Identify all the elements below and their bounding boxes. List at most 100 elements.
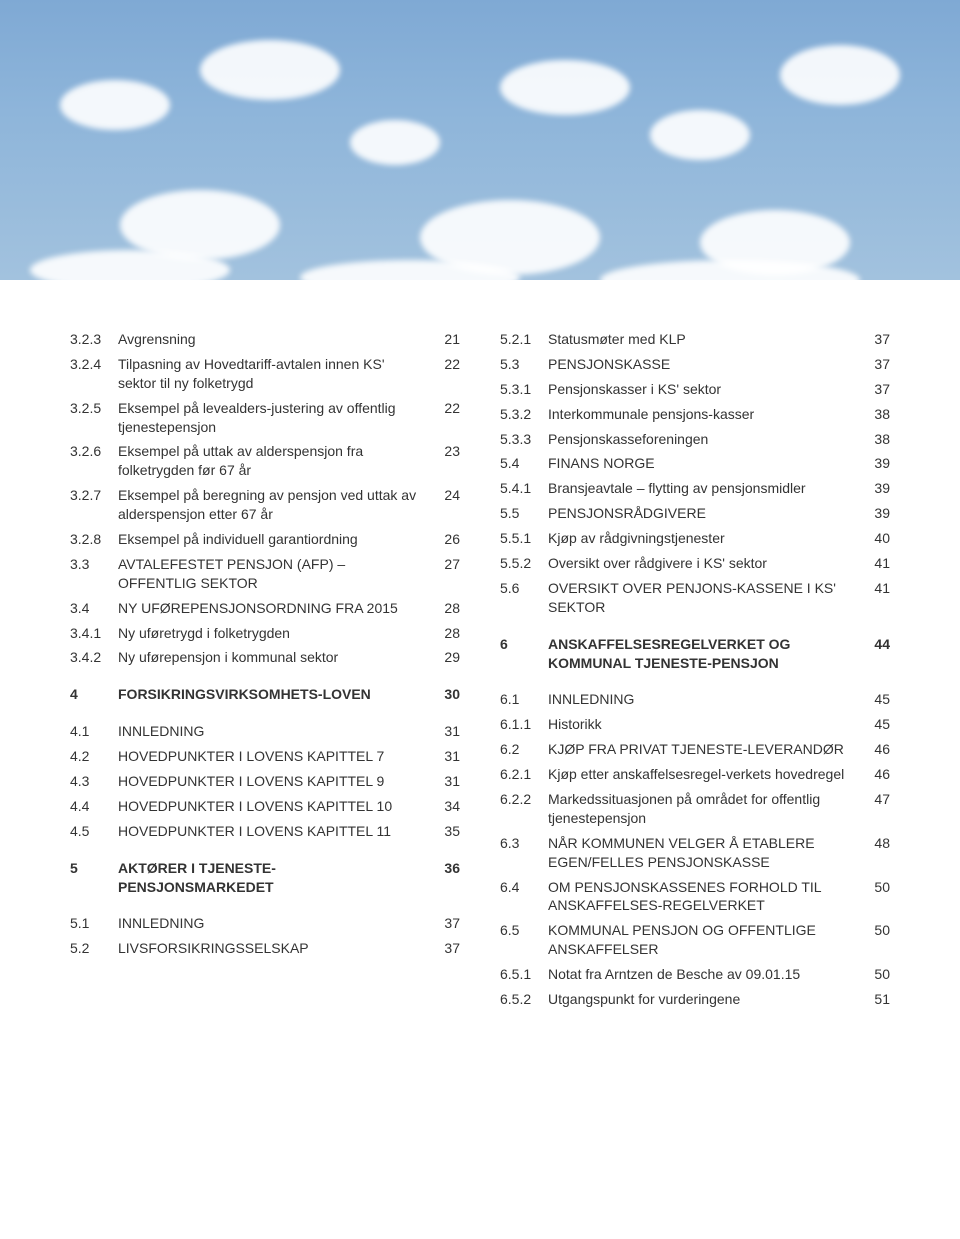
toc-label: PENSJONSRÅDGIVERE [548, 504, 862, 523]
toc-row: 6.5.1Notat fra Arntzen de Besche av 09.0… [500, 965, 890, 984]
toc-label: Markedssituasjonen på området for offent… [548, 790, 862, 828]
cloud [780, 45, 900, 105]
toc-label: Eksempel på uttak av alderspensjon fra f… [118, 442, 432, 480]
toc-number: 4.5 [70, 822, 118, 841]
toc-page: 34 [432, 797, 460, 816]
toc-page: 39 [862, 454, 890, 473]
toc-page: 44 [862, 635, 890, 654]
toc-number: 6.5.2 [500, 990, 548, 1009]
toc-number: 3.2.8 [70, 530, 118, 549]
toc-page: 50 [862, 965, 890, 984]
toc-number: 3.2.3 [70, 330, 118, 349]
toc-number: 6.2 [500, 740, 548, 759]
toc-spacer [70, 902, 460, 914]
toc-row: 5.4FINANS NORGE39 [500, 454, 890, 473]
toc-row: 5.5PENSJONSRÅDGIVERE39 [500, 504, 890, 523]
toc-page: 45 [862, 715, 890, 734]
toc-number: 6.2.1 [500, 765, 548, 784]
toc-row: 4FORSIKRINGSVIRKSOMHETS-LOVEN30 [70, 685, 460, 704]
toc-number: 4.4 [70, 797, 118, 816]
toc-row: 4.2HOVEDPUNKTER I LOVENS KAPITTEL 731 [70, 747, 460, 766]
toc-page: 51 [862, 990, 890, 1009]
toc-label: HOVEDPUNKTER I LOVENS KAPITTEL 10 [118, 797, 432, 816]
toc-row: 5.3.1Pensjonskasser i KS' sektor37 [500, 380, 890, 399]
toc-row: 5.4.1Bransjeavtale – flytting av pensjon… [500, 479, 890, 498]
toc-page: 39 [862, 479, 890, 498]
toc-row: 4.4HOVEDPUNKTER I LOVENS KAPITTEL 1034 [70, 797, 460, 816]
toc-label: Bransjeavtale – flytting av pensjonsmidl… [548, 479, 862, 498]
toc-page: 31 [432, 722, 460, 741]
toc-number: 3.2.5 [70, 399, 118, 418]
toc-row: 3.4.1Ny uføretrygd i folketrygden28 [70, 624, 460, 643]
toc-number: 6 [500, 635, 548, 654]
toc-row: 3.2.3Avgrensning21 [70, 330, 460, 349]
cloud [650, 110, 750, 160]
toc-number: 6.1.1 [500, 715, 548, 734]
toc-label: INNLEDNING [548, 690, 862, 709]
toc-spacer [500, 678, 890, 690]
toc-label: Ny uføretrygd i folketrygden [118, 624, 432, 643]
toc-label: PENSJONSKASSE [548, 355, 862, 374]
toc-number: 5.3.1 [500, 380, 548, 399]
toc-row: 3.2.6Eksempel på uttak av alderspensjon … [70, 442, 460, 480]
toc-number: 5.4 [500, 454, 548, 473]
header-sky-image [0, 0, 960, 280]
toc-row: 3.4.2Ny uførepensjon i kommunal sektor29 [70, 648, 460, 667]
toc-content: 3.2.3Avgrensning213.2.4Tilpasning av Hov… [0, 280, 960, 1055]
toc-page: 28 [432, 624, 460, 643]
toc-number: 5.4.1 [500, 479, 548, 498]
toc-page: 21 [432, 330, 460, 349]
toc-label: Utgangspunkt for vurderingene [548, 990, 862, 1009]
toc-label: Statusmøter med KLP [548, 330, 862, 349]
cloud [200, 40, 340, 100]
toc-number: 5.1 [70, 914, 118, 933]
toc-number: 5.6 [500, 579, 548, 598]
toc-label: KOMMUNAL PENSJON OG OFFENTLIGE ANSKAFFEL… [548, 921, 862, 959]
toc-number: 4.3 [70, 772, 118, 791]
toc-label: NÅR KOMMUNEN VELGER Å ETABLERE EGEN/FELL… [548, 834, 862, 872]
toc-page: 50 [862, 878, 890, 897]
toc-label: HOVEDPUNKTER I LOVENS KAPITTEL 11 [118, 822, 432, 841]
toc-page: 27 [432, 555, 460, 574]
toc-label: KJØP FRA PRIVAT TJENESTE-LEVERANDØR [548, 740, 862, 759]
toc-page: 35 [432, 822, 460, 841]
toc-row: 6.2.1Kjøp etter anskaffelsesregel-verket… [500, 765, 890, 784]
toc-page: 23 [432, 442, 460, 461]
toc-row: 4.5HOVEDPUNKTER I LOVENS KAPITTEL 1135 [70, 822, 460, 841]
toc-page: 40 [862, 529, 890, 548]
toc-row: 4.1INNLEDNING31 [70, 722, 460, 741]
toc-page: 28 [432, 599, 460, 618]
toc-label: Eksempel på levealders-justering av offe… [118, 399, 432, 437]
toc-row: 3.3AVTALEFESTET PENSJON (AFP) – OFFENTLI… [70, 555, 460, 593]
toc-label: ANSKAFFELSESREGELVERKET OG KOMMUNAL TJEN… [548, 635, 862, 673]
toc-label: Eksempel på individuell garantiordning [118, 530, 432, 549]
cloud [60, 80, 170, 130]
toc-number: 5.2.1 [500, 330, 548, 349]
toc-label: INNLEDNING [118, 914, 432, 933]
toc-label: OVERSIKT OVER PENJONS-KASSENE I KS' SEKT… [548, 579, 862, 617]
toc-row: 5.2.1Statusmøter med KLP37 [500, 330, 890, 349]
toc-page: 38 [862, 405, 890, 424]
toc-label: NY UFØREPENSJONSORDNING FRA 2015 [118, 599, 432, 618]
toc-row: 6.2.2Markedssituasjonen på området for o… [500, 790, 890, 828]
toc-page: 37 [862, 380, 890, 399]
toc-number: 3.2.7 [70, 486, 118, 505]
toc-row: 3.2.5Eksempel på levealders-justering av… [70, 399, 460, 437]
toc-page: 41 [862, 579, 890, 598]
toc-number: 6.3 [500, 834, 548, 853]
toc-page: 37 [862, 330, 890, 349]
toc-page: 37 [432, 939, 460, 958]
toc-number: 6.2.2 [500, 790, 548, 809]
toc-row: 6.2KJØP FRA PRIVAT TJENESTE-LEVERANDØR46 [500, 740, 890, 759]
toc-right-column: 5.2.1Statusmøter med KLP375.3PENSJONSKAS… [500, 330, 890, 1015]
toc-row: 3.2.7Eksempel på beregning av pensjon ve… [70, 486, 460, 524]
toc-row: 3.2.8Eksempel på individuell garantiordn… [70, 530, 460, 549]
toc-row: 5.2LIVSFORSIKRINGSSELSKAP37 [70, 939, 460, 958]
toc-page: 22 [432, 355, 460, 374]
toc-label: Notat fra Arntzen de Besche av 09.01.15 [548, 965, 862, 984]
toc-number: 5 [70, 859, 118, 878]
toc-row: 4.3HOVEDPUNKTER I LOVENS KAPITTEL 931 [70, 772, 460, 791]
toc-row: 5.6OVERSIKT OVER PENJONS-KASSENE I KS' S… [500, 579, 890, 617]
toc-page: 46 [862, 740, 890, 759]
toc-page: 36 [432, 859, 460, 878]
